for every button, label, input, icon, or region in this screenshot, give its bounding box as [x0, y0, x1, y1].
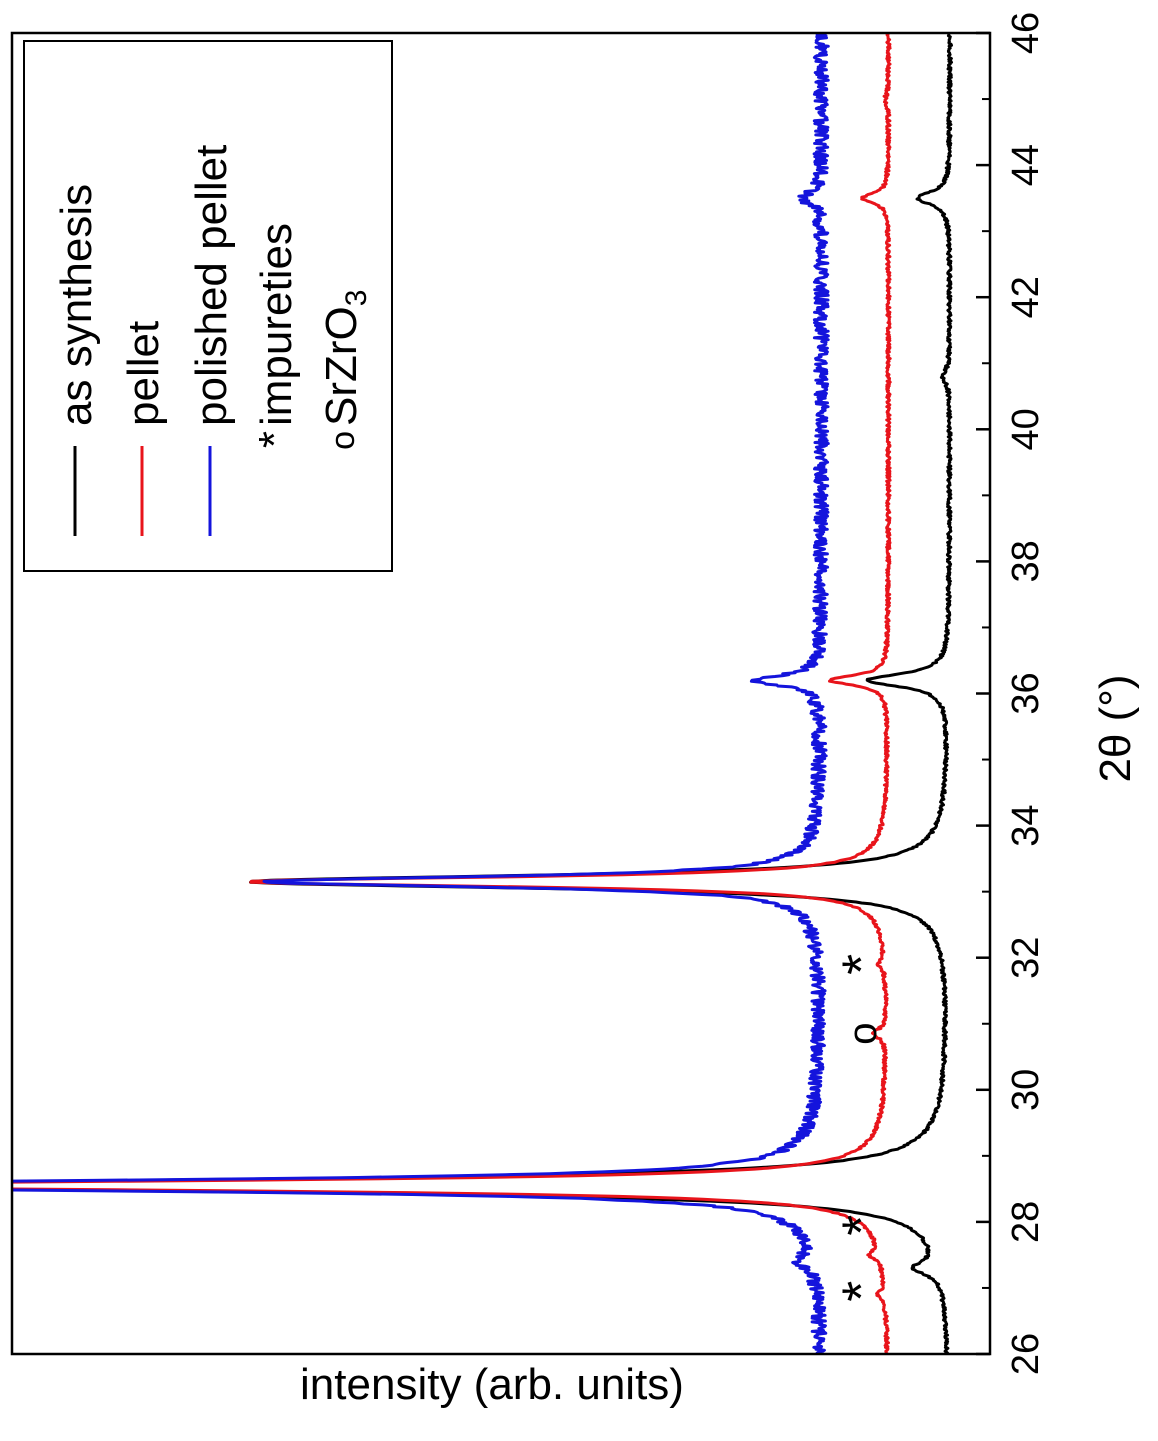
y-axis-label: intensity (arb. units): [300, 1360, 684, 1409]
impurity-marker: *: [832, 954, 892, 975]
x-tick-label: 40: [1005, 408, 1047, 450]
x-axis-label: 2θ (°): [1091, 674, 1140, 782]
legend-circle-symbol: o: [324, 431, 362, 450]
x-tick-label: 32: [1005, 937, 1047, 979]
impurity-marker: *: [832, 1215, 892, 1236]
legend-label: as synthesis: [52, 184, 101, 426]
legend-label: SrZrO3: [317, 290, 373, 426]
x-tick-label: 28: [1005, 1201, 1047, 1243]
x-tick-label: 34: [1005, 804, 1047, 846]
impurity-marker: *: [832, 1281, 892, 1302]
plot-area: * * o * 26 28 30 32 34 36 38 40 42 44 46 2θ (°) inten…: [10, 12, 1140, 1409]
x-tick-label: 30: [1005, 1069, 1047, 1111]
series-line-polished-pellet: [12, 33, 830, 1354]
series-line-as-synthesis: [12, 33, 953, 1354]
series-line-pellet: [12, 33, 892, 1354]
legend-label: pellet: [119, 321, 168, 426]
legend: as synthesis pellet polished pellet * impure…: [23, 40, 393, 572]
legend-label: impureties: [252, 223, 301, 426]
legend-box: [23, 40, 393, 572]
x-tick-label: 42: [1005, 276, 1047, 318]
x-tick-label: 38: [1005, 540, 1047, 582]
legend-label: polished pellet: [187, 145, 236, 426]
x-tick-label: 36: [1005, 672, 1047, 714]
rotated-plot: * * o * 26 28 30 32 34 36 38 40 42 44 46 2θ (°) inten…: [10, 12, 1140, 1409]
x-tick-label: 46: [1005, 12, 1047, 54]
srzro3-marker: o: [841, 1023, 885, 1045]
x-axis: 26 28 30 32 34 36 38 40 42 44 46: [976, 12, 1047, 1375]
x-tick-label: 26: [1005, 1333, 1047, 1375]
x-tick-label: 44: [1005, 144, 1047, 186]
legend-asterisk-symbol: *: [250, 431, 299, 448]
series-layer: [12, 33, 953, 1354]
marker-layer: * * o *: [832, 954, 892, 1302]
